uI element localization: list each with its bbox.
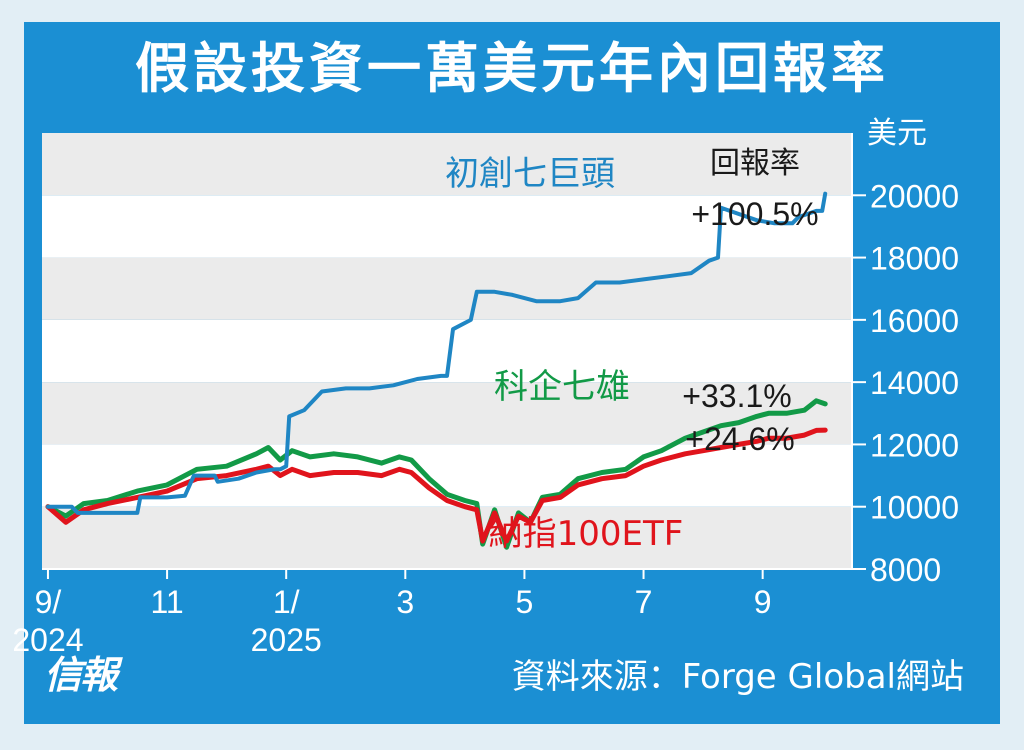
x-tick-label: 3 [396, 584, 414, 620]
x-tick-label: 5 [516, 584, 534, 620]
y-tick-label: 20000 [870, 178, 959, 214]
y-tick-label: 16000 [870, 303, 959, 339]
grid-band [42, 133, 852, 196]
y-tick-label: 14000 [870, 365, 959, 401]
x-tick-label: 7 [635, 584, 653, 620]
source-note: 資料來源：Forge Global網站 [511, 657, 964, 697]
grid-band [42, 382, 852, 445]
return-label: +100.5% [691, 196, 818, 232]
y-tick-label: 12000 [870, 427, 959, 463]
x-tick-year-label: 2025 [251, 622, 322, 658]
x-tick-label: 9/ [35, 584, 62, 620]
x-tick-year-label: 2024 [12, 622, 83, 658]
y-tick-label: 10000 [870, 490, 959, 526]
y-axis: 8000 10000 12000 14000 16000 18000 20000 美元 [851, 116, 959, 588]
series-line-0 [46, 191, 828, 515]
y-axis-unit: 美元 [867, 116, 927, 151]
series-name-label: 科企七雄 [494, 367, 630, 407]
series-name-label: 納指100ETF [489, 514, 684, 554]
return-label: +33.1% [682, 378, 791, 414]
y-tick-label: 18000 [870, 241, 959, 277]
y-tick-label: 8000 [870, 552, 941, 588]
series-layer [45, 191, 828, 550]
series-line-2 [45, 427, 828, 544]
labels-layer: 初創七巨頭 +100.5% 科企七雄 +33.1% 納指100ETF +24.6% 回報率 [445, 146, 819, 554]
x-tick-label: 1/ [273, 584, 300, 620]
series-name-label: 初創七巨頭 [445, 154, 615, 194]
x-axis: 9/2024 11 1/2025 3 5 7 9 [12, 568, 852, 658]
grid-bands [42, 133, 852, 569]
return-label: +24.6% [685, 421, 794, 457]
grid-band [42, 257, 852, 320]
return-header: 回報率 [710, 146, 800, 181]
x-tick-label: 11 [150, 584, 183, 620]
x-tick-label: 9 [754, 584, 772, 620]
grid-band [42, 506, 852, 569]
publisher-logo: 信報 [44, 652, 118, 697]
chart-title: 假設投資一萬美元年內回報率 [135, 36, 889, 100]
